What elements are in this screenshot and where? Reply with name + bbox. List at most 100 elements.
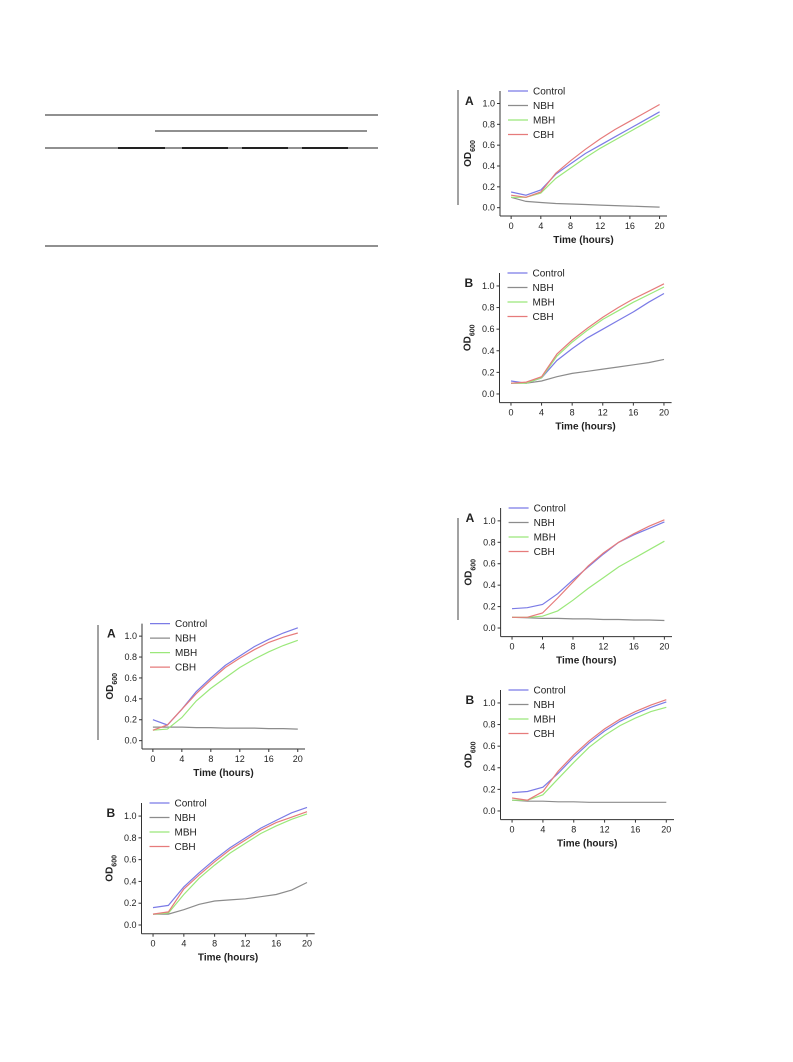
x-tick-label: 4 xyxy=(181,939,186,949)
y-tick-label: 0.2 xyxy=(483,602,496,612)
panel-label: B xyxy=(107,806,116,820)
y-tick-label: 0.6 xyxy=(482,140,495,150)
y-tick-label: 0.4 xyxy=(482,346,495,356)
series-line xyxy=(512,706,667,801)
y-axis-label-sub: 600 xyxy=(111,855,118,867)
x-tick-label: 0 xyxy=(510,825,515,835)
x-tick-label: 4 xyxy=(538,221,543,231)
y-tick-label: 0.4 xyxy=(124,876,137,886)
series-line xyxy=(153,881,308,915)
x-tick-label: 0 xyxy=(509,221,514,231)
legend-label: NBH xyxy=(175,813,196,824)
figure-borders xyxy=(97,90,459,740)
y-axis-label-main: OD xyxy=(105,867,116,882)
x-axis-label: Time (hours) xyxy=(556,656,616,667)
x-tick-label: 12 xyxy=(600,825,610,835)
legend-label: NBH xyxy=(175,634,196,645)
legend-label: MBH xyxy=(175,828,197,839)
series-line xyxy=(152,726,298,730)
legend-label: CBH xyxy=(175,663,196,674)
x-axis-label: Time (hours) xyxy=(198,953,258,964)
series-line xyxy=(511,521,665,610)
y-tick-label: 0.2 xyxy=(482,367,495,377)
y-tick-label: 0.8 xyxy=(482,119,495,129)
y-tick-label: 0.2 xyxy=(124,715,137,725)
x-tick-label: 16 xyxy=(271,939,281,949)
y-tick-label: 0.0 xyxy=(482,203,495,213)
y-tick-label: 0.6 xyxy=(483,741,496,751)
y-tick-label: 0.4 xyxy=(124,694,137,704)
y-tick-label: 0.8 xyxy=(124,652,137,662)
y-axis-label: OD600 xyxy=(105,855,119,882)
y-tick-label: 1.0 xyxy=(124,631,137,641)
legend-label: MBH xyxy=(175,648,197,659)
x-tick-label: 16 xyxy=(264,754,274,764)
x-axis-label: Time (hours) xyxy=(193,768,253,779)
y-axis-label: OD600 xyxy=(463,324,477,351)
x-tick-label: 12 xyxy=(598,408,608,418)
x-tick-label: 0 xyxy=(151,939,156,949)
y-tick-label: 1.0 xyxy=(482,99,495,109)
y-tick-label: 0.4 xyxy=(483,763,496,773)
series-line xyxy=(510,196,660,208)
x-tick-label: 12 xyxy=(235,754,245,764)
x-axis-label: Time (hours) xyxy=(557,839,617,850)
x-tick-label: 16 xyxy=(630,825,640,835)
panel-label: B xyxy=(466,693,475,707)
series-line xyxy=(512,699,667,801)
legend-label: Control xyxy=(533,269,565,280)
legend-label: CBH xyxy=(533,130,554,141)
x-tick-label: 16 xyxy=(628,408,638,418)
series-line xyxy=(511,358,665,384)
x-tick-label: 0 xyxy=(150,754,155,764)
panel-label: A xyxy=(466,511,475,525)
y-axis-label: OD600 xyxy=(464,741,478,768)
chart: 0.0 0.2 0.4 0.6 0.8 1.0 0 4 8 12 16 20 Time (hours) O… xyxy=(105,619,305,779)
y-axis-label-main: OD xyxy=(463,336,474,351)
panel-label: B xyxy=(465,276,474,290)
y-tick-label: 1.0 xyxy=(483,516,496,526)
legend-label: Control xyxy=(175,619,207,630)
x-tick-label: 8 xyxy=(570,408,575,418)
y-tick-label: 0.8 xyxy=(482,303,495,313)
chart: 0.0 0.2 0.4 0.6 0.8 1.0 0 4 8 12 16 20 Time (hours) O… xyxy=(464,686,674,850)
series-line xyxy=(511,103,660,198)
legend-label: CBH xyxy=(533,312,554,323)
x-axis-label: Time (hours) xyxy=(555,422,615,433)
chart: 0.0 0.2 0.4 0.6 0.8 1.0 0 4 8 12 16 20 Time (hours) O… xyxy=(463,269,672,433)
y-tick-label: 0.6 xyxy=(124,855,137,865)
y-axis-label-sub: 600 xyxy=(470,140,477,152)
x-tick-label: 4 xyxy=(540,642,545,652)
y-axis-label-sub: 600 xyxy=(470,741,477,753)
table-rules xyxy=(45,114,378,247)
legend-label: NBH xyxy=(533,101,554,112)
series-line xyxy=(152,639,299,731)
y-axis-label: OD600 xyxy=(463,140,477,167)
y-tick-label: 0.8 xyxy=(124,833,137,843)
x-tick-label: 0 xyxy=(510,642,515,652)
y-tick-label: 0.0 xyxy=(483,623,496,633)
series-line xyxy=(512,519,665,618)
y-tick-label: 0.8 xyxy=(483,720,496,730)
y-tick-label: 1.0 xyxy=(124,811,137,821)
x-tick-label: 20 xyxy=(655,221,665,231)
x-tick-label: 4 xyxy=(540,825,545,835)
y-axis-label-main: OD xyxy=(464,753,475,768)
legend-label: Control xyxy=(175,799,207,810)
series-line xyxy=(511,616,665,622)
y-tick-label: 0.6 xyxy=(483,559,496,569)
series-line xyxy=(152,813,308,915)
y-axis-label: OD600 xyxy=(105,673,119,700)
y-tick-label: 0.4 xyxy=(483,580,496,590)
y-tick-label: 0.0 xyxy=(124,920,137,930)
x-tick-label: 16 xyxy=(625,221,635,231)
x-tick-label: 12 xyxy=(240,939,250,949)
x-tick-label: 12 xyxy=(595,221,605,231)
chart: 0.0 0.2 0.4 0.6 0.8 1.0 0 4 8 12 16 20 Time (hours) O… xyxy=(105,799,315,964)
legend-label: MBH xyxy=(533,116,555,127)
series-line xyxy=(512,701,667,794)
x-axis-label: Time (hours) xyxy=(553,235,613,246)
legend-label: MBH xyxy=(533,298,555,309)
